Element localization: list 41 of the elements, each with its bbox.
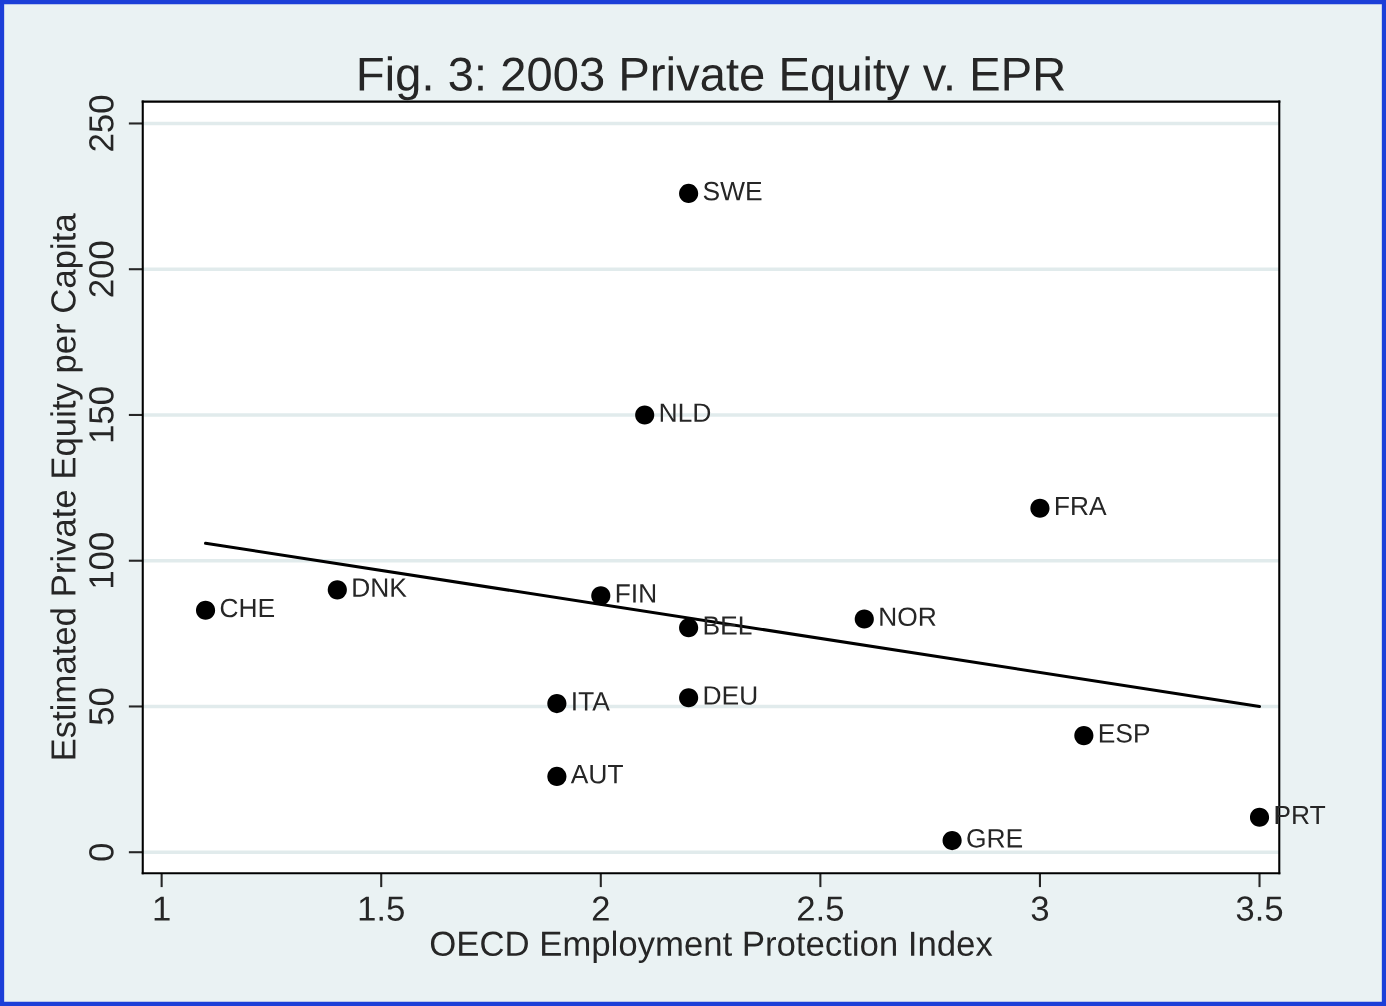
annotation: FRA bbox=[1055, 496, 1107, 516]
point bbox=[679, 688, 699, 708]
annotation: ESP bbox=[1099, 724, 1150, 743]
point bbox=[679, 183, 699, 203]
x-tick-label: 3 bbox=[1031, 896, 1049, 921]
annotation: SWE bbox=[703, 181, 762, 201]
point bbox=[547, 766, 567, 786]
x-tick-label: 2.5 bbox=[797, 896, 844, 921]
x-axis-title: OECD Employment Protection Index bbox=[430, 930, 993, 963]
annotation: AUT bbox=[570, 765, 623, 784]
point bbox=[635, 405, 655, 425]
point bbox=[679, 618, 699, 638]
point bbox=[1030, 498, 1050, 518]
point bbox=[327, 580, 347, 600]
y-tick-label: 0 bbox=[89, 843, 114, 861]
point bbox=[854, 609, 874, 629]
point bbox=[591, 586, 611, 606]
annotation: NOR bbox=[880, 607, 936, 627]
y-tick-label: 150 bbox=[89, 387, 114, 442]
annotation: ITA bbox=[573, 692, 610, 711]
point bbox=[195, 600, 216, 620]
annotation: GRE bbox=[967, 828, 1023, 848]
annotation: FIN bbox=[616, 584, 656, 603]
y-tick-label: 250 bbox=[89, 95, 114, 151]
point bbox=[1074, 726, 1094, 746]
annotation: DNK bbox=[353, 578, 407, 597]
point bbox=[942, 830, 962, 851]
y-tick-label: 50 bbox=[89, 688, 114, 725]
annotation: NLD bbox=[660, 403, 711, 422]
annotation: CHE bbox=[220, 598, 275, 618]
chart-title: Fig. 3: 2003 Private Equity v. EPR bbox=[359, 56, 1065, 101]
x-tick-label: 1 bbox=[154, 896, 170, 921]
x-tick-label: 3.5 bbox=[1236, 896, 1283, 921]
x-tick-label: 1.5 bbox=[359, 896, 404, 921]
x-tick-label: 2 bbox=[592, 896, 609, 921]
point bbox=[547, 693, 567, 714]
point bbox=[1249, 807, 1270, 827]
y-tick-label: 200 bbox=[89, 241, 114, 297]
annotation: DEU bbox=[704, 686, 757, 705]
y-tick-label: 100 bbox=[89, 533, 114, 588]
y-axis-title: Estimated Private Equity per Capita bbox=[50, 213, 83, 759]
